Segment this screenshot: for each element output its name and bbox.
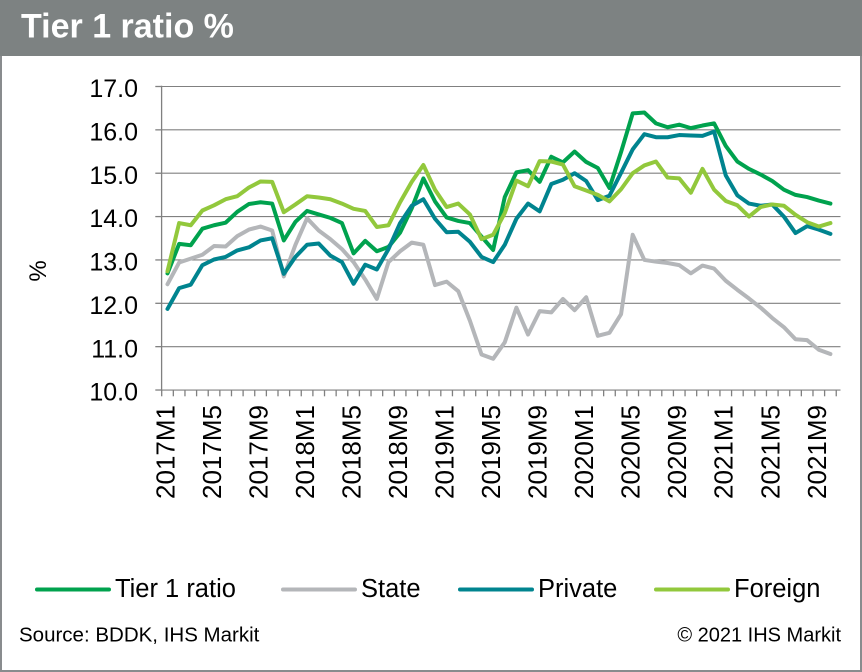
svg-text:Tier 1 ratio: Tier 1 ratio [115,575,236,603]
svg-text:State: State [361,575,421,603]
svg-text:2021M5: 2021M5 [755,405,785,499]
svg-text:2020M1: 2020M1 [569,405,599,499]
svg-text:10.0: 10.0 [89,379,138,407]
svg-text:Private: Private [538,575,617,603]
svg-text:2018M9: 2018M9 [383,405,413,499]
svg-text:2020M5: 2020M5 [616,405,646,499]
svg-text:2019M1: 2019M1 [430,405,460,499]
svg-text:2018M1: 2018M1 [290,405,320,499]
svg-text:2017M9: 2017M9 [244,405,274,499]
svg-text:16.0: 16.0 [89,118,138,146]
svg-text:%: % [25,260,52,281]
svg-text:2019M5: 2019M5 [476,405,506,499]
svg-text:11.0: 11.0 [91,335,138,363]
svg-text:Source: BDDK, IHS Markit: Source: BDDK, IHS Markit [19,624,260,647]
svg-text:2020M9: 2020M9 [662,405,692,499]
svg-text:Tier 1 ratio %: Tier 1 ratio % [21,8,234,46]
svg-text:2021M1: 2021M1 [709,405,739,499]
svg-text:2017M1: 2017M1 [151,405,181,499]
svg-text:14.0: 14.0 [89,205,138,233]
svg-text:© 2021 IHS Markit: © 2021 IHS Markit [677,625,841,647]
svg-text:12.0: 12.0 [89,292,138,320]
svg-text:Foreign: Foreign [734,575,820,603]
svg-text:15.0: 15.0 [89,162,138,190]
svg-text:2019M9: 2019M9 [523,405,553,499]
svg-text:13.0: 13.0 [89,249,138,277]
svg-text:2018M5: 2018M5 [337,405,367,499]
svg-text:2017M5: 2017M5 [197,405,227,499]
svg-text:2021M9: 2021M9 [802,405,832,499]
svg-text:17.0: 17.0 [89,75,138,103]
